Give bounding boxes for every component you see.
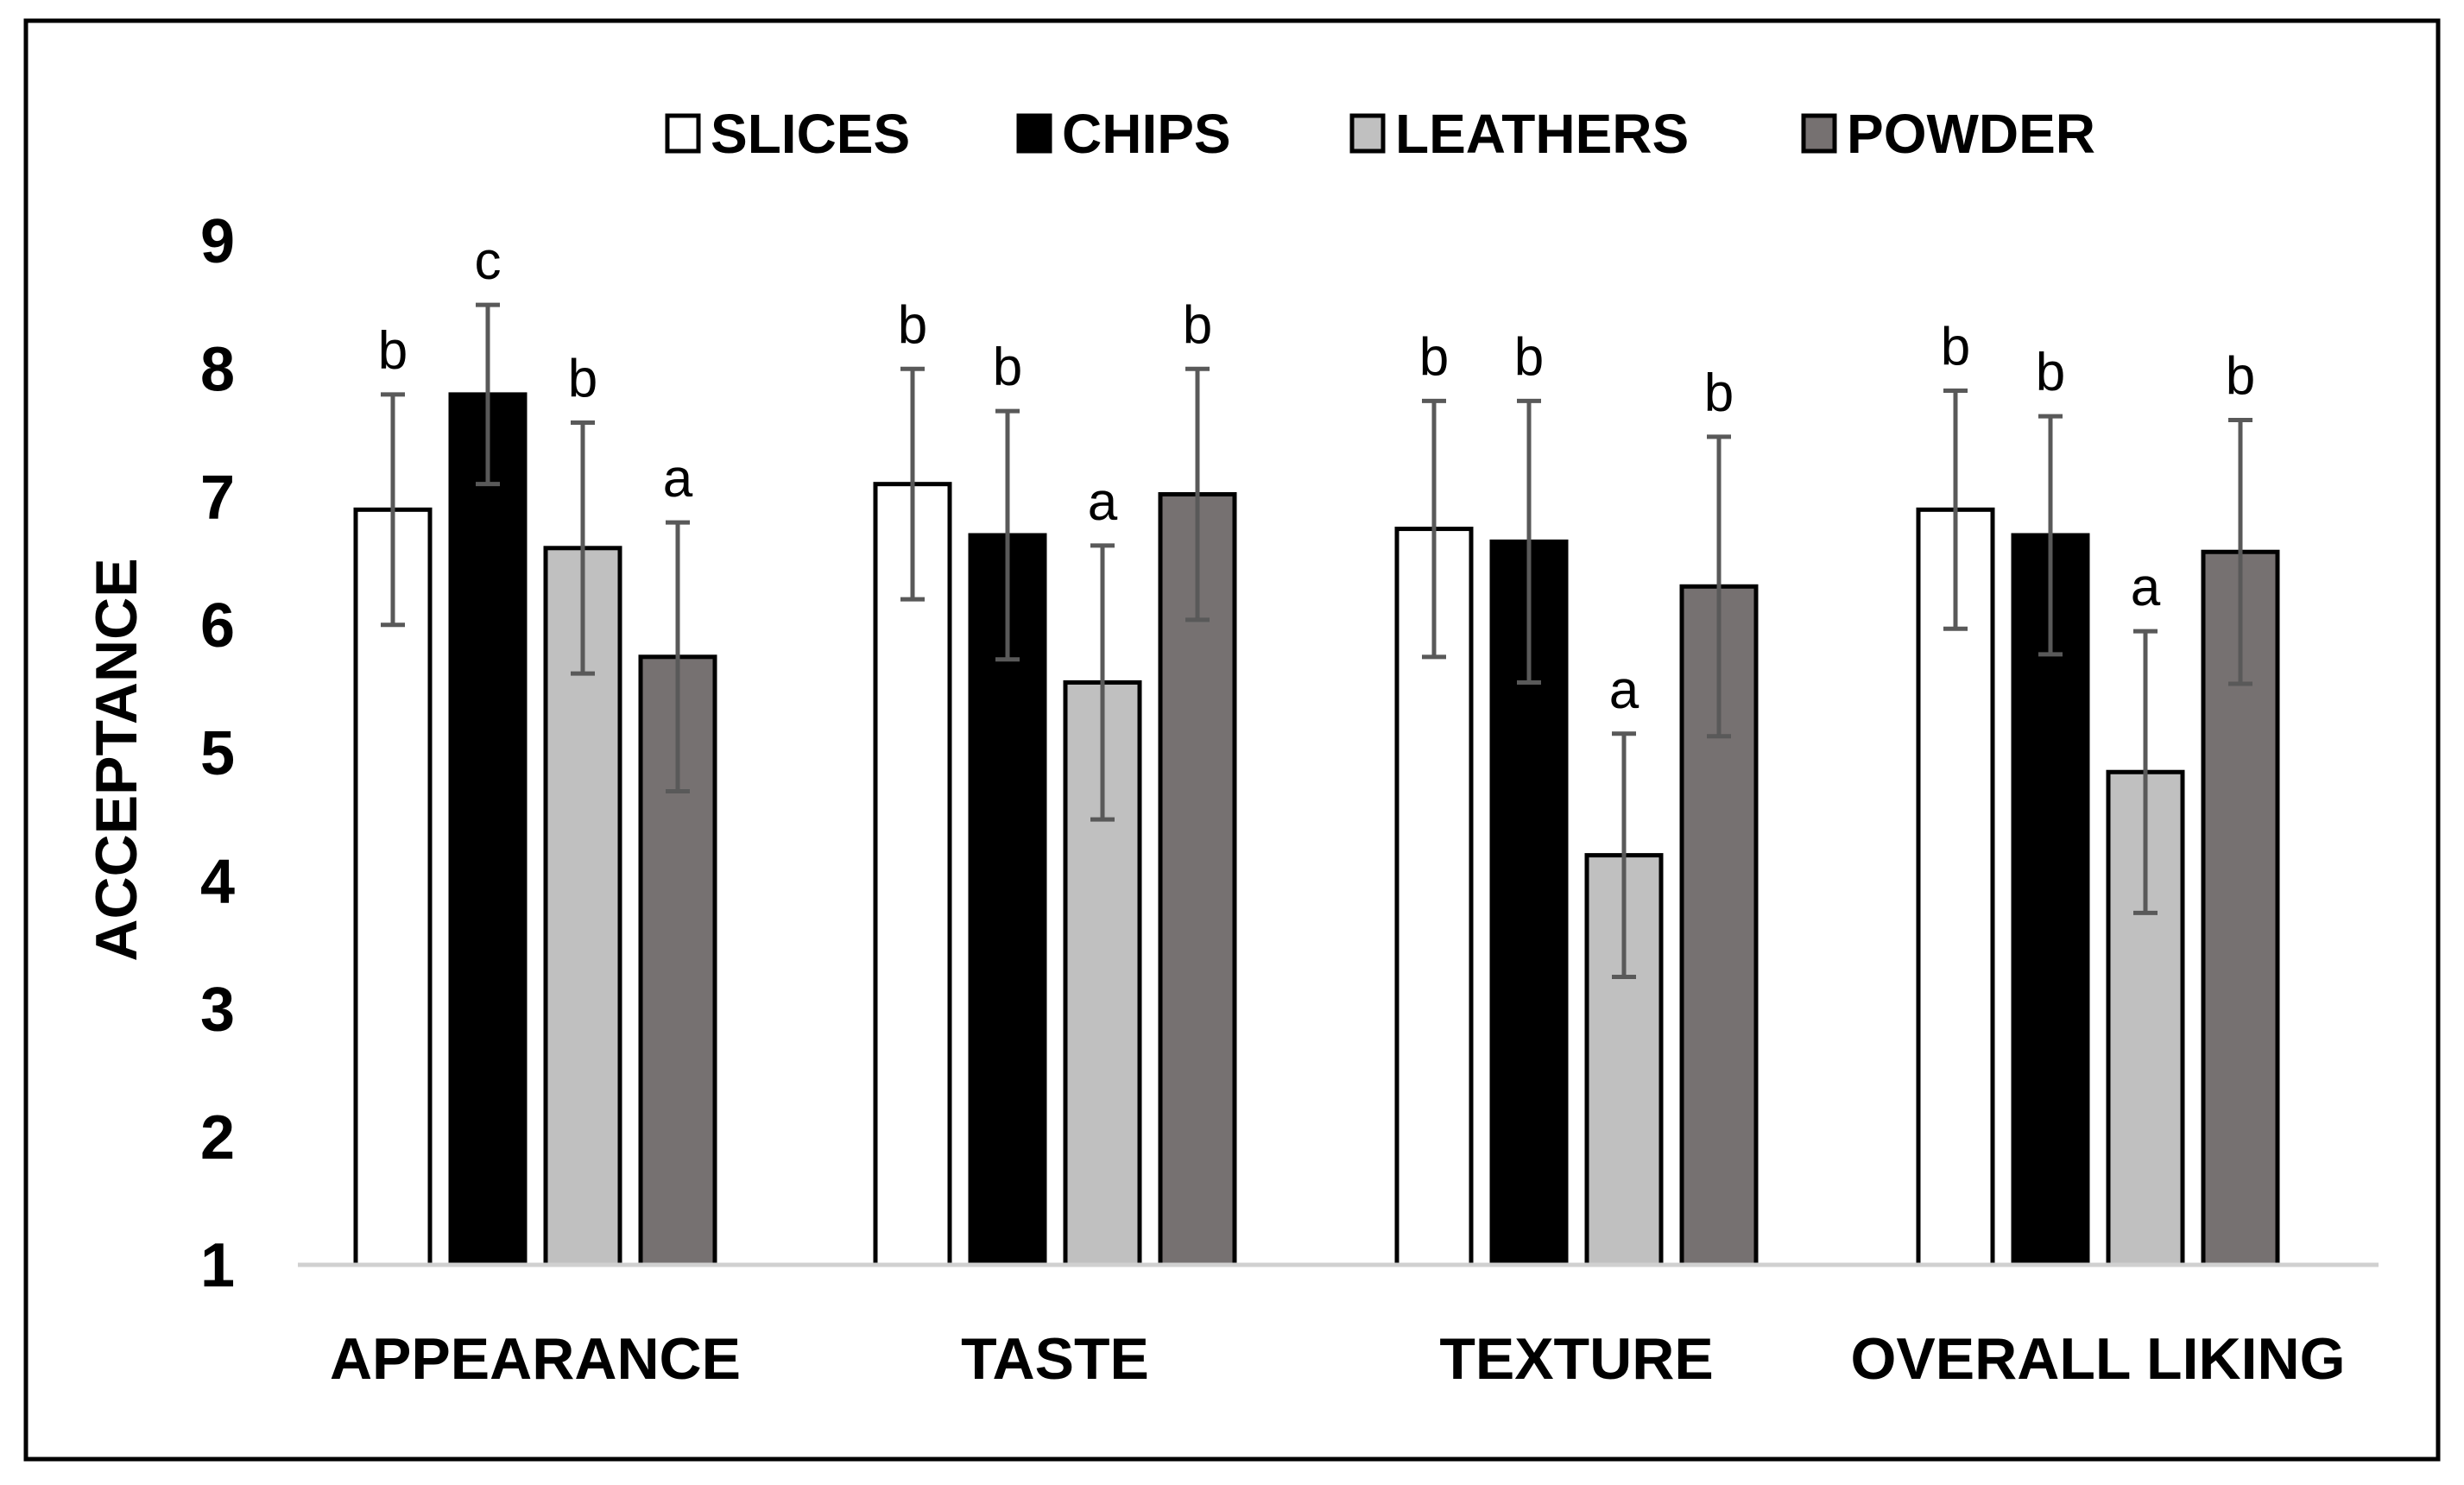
legend-swatch [1349,113,1386,154]
error-bars [381,302,2252,979]
significance-letter: a [1088,472,1118,532]
significance-letter: b [378,321,408,381]
significance-letter: b [1419,327,1449,387]
error-bar-leathers-appearance [571,420,595,676]
error-bar-chips-overall-liking [2038,414,2063,657]
significance-letter: b [1183,295,1212,355]
error-bar-leathers-texture [1612,731,1636,979]
y-axis-ticks: 1 2 3 4 5 6 7 8 9 [200,207,235,1300]
significance-letter: b [898,295,927,355]
y-tick-label: 2 [200,1103,235,1172]
y-tick-label: 3 [200,976,235,1045]
significance-letter: a [663,449,693,509]
significance-letter: b [2036,343,2065,402]
significance-letter: b [1514,327,1544,387]
legend-label: LEATHERS [1395,103,1689,165]
legend-item-leathers: LEATHERS [1349,103,1689,165]
x-tick-label: OVERALL LIKING [1851,1326,2346,1392]
significance-letter: b [568,350,597,409]
category-labels: APPEARANCE TASTE TEXTURE OVERALL LIKING [330,1326,2346,1392]
legend-item-slices: SLICES [665,103,910,165]
y-axis-title: ACCEPTANCE [84,558,149,961]
error-bar-slices-taste [900,366,925,602]
error-bar-chips-texture [1517,398,1541,685]
significance-letter: c [475,231,502,291]
x-tick-label: APPEARANCE [330,1326,741,1392]
y-tick-label: 5 [200,719,235,788]
bars [353,392,2280,1267]
error-bar-slices-texture [1422,398,1446,660]
bar-chips-overall-liking [2011,533,2090,1267]
legend-item-powder: POWDER [1801,103,2095,165]
error-bar-slices-appearance [381,392,405,628]
error-bar-leathers-taste [1090,543,1115,822]
bar-chips-appearance [448,392,528,1267]
legend: SLICES CHIPS LEATHERS POWDER [665,103,2095,165]
legend-label: POWDER [1847,103,2095,165]
y-tick-label: 1 [200,1231,235,1300]
significance-letter: b [2226,347,2255,407]
error-bar-powder-taste [1185,366,1210,622]
significance-letter: b [1941,317,1970,376]
error-bar-powder-overall-liking [2228,418,2252,686]
x-tick-label: TEXTURE [1439,1326,1713,1392]
y-tick-label: 9 [200,207,235,276]
x-tick-label: TASTE [961,1326,1149,1392]
significance-letter: b [993,338,1022,397]
legend-label: CHIPS [1062,103,1231,165]
error-bar-powder-texture [1707,434,1731,739]
legend-item-chips: CHIPS [1016,103,1231,165]
legend-label: SLICES [711,103,910,165]
bar-slices-taste [873,482,952,1267]
error-bar-powder-appearance [666,520,690,793]
y-tick-label: 7 [200,464,235,533]
error-bar-slices-overall-liking [1943,388,1968,631]
significance-letter: a [1609,660,1640,720]
y-tick-label: 8 [200,335,235,404]
legend-swatch [665,113,701,154]
y-tick-label: 6 [200,591,235,660]
legend-swatch [1016,113,1052,154]
error-bar-leathers-overall-liking [2133,629,2158,915]
significance-letter: a [2131,558,2161,617]
y-tick-label: 4 [200,847,235,916]
significance-letter: b [1704,363,1734,423]
legend-swatch [1801,113,1837,154]
significance-letters: b c b a b b a b b b a b b b a b [378,231,2255,720]
error-bar-chips-appearance [476,302,500,487]
error-bar-chips-taste [995,408,1020,662]
